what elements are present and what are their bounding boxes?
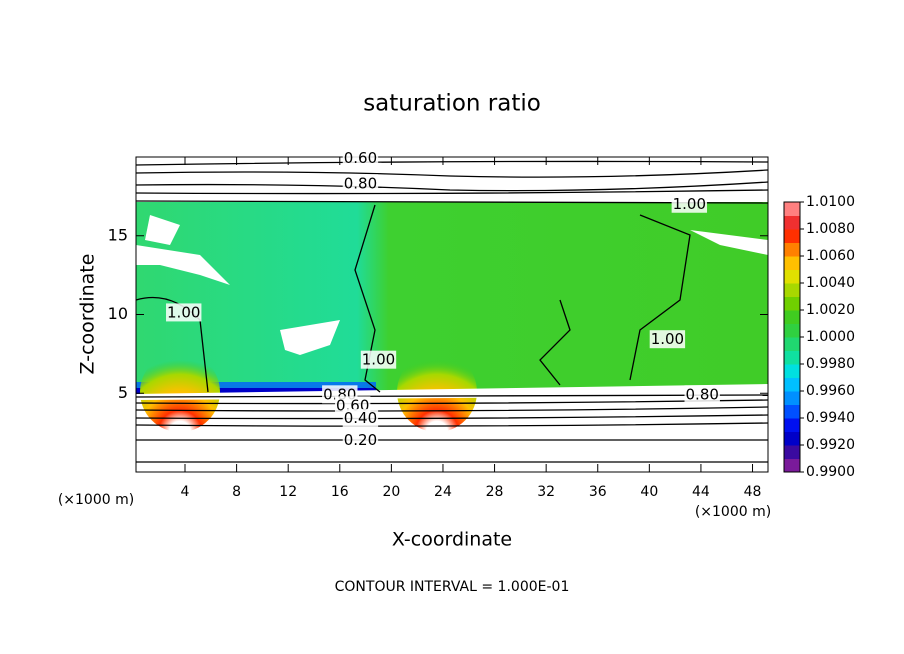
colorbar-band	[784, 337, 800, 351]
contour-label-bg	[342, 408, 379, 427]
colorbar-band	[784, 350, 800, 365]
colorbar-band	[784, 229, 800, 243]
colorbar-tick-label: 0.9920	[806, 437, 855, 453]
colorbar-band	[784, 323, 800, 338]
contour-label: 1.00	[362, 351, 395, 369]
colorbar-band	[784, 458, 800, 473]
contour-label: 0.40	[344, 409, 377, 427]
contour-label-bg	[342, 149, 379, 168]
x-tick-label: 8	[232, 484, 241, 500]
x-tick-label: 40	[640, 484, 658, 500]
y-tick-label: 10	[108, 304, 128, 323]
contour-label-bg	[342, 431, 379, 449]
contour-label: 1.00	[673, 195, 706, 213]
colorbar-band	[784, 202, 800, 216]
contour-label-bg	[684, 385, 720, 404]
contour-label: 1.00	[167, 303, 200, 321]
x-tick-label: 36	[589, 484, 607, 500]
colorbar-tick-label: 0.9900	[806, 464, 855, 480]
x-tick-label: 48	[744, 484, 762, 500]
contour-label: 0.80	[344, 174, 377, 192]
contour-label-bg	[671, 194, 708, 213]
x-tick-label: 16	[331, 484, 349, 500]
contour-label-bg	[649, 330, 686, 349]
x-tick-label: 24	[434, 484, 452, 500]
contour-label: 0.80	[686, 385, 719, 403]
colorbar-tick-label: 1.0080	[806, 221, 855, 237]
x-tick-label: 12	[279, 484, 297, 500]
contour-label: 0.20	[344, 431, 377, 449]
y-tick-label: 5	[118, 383, 128, 402]
x-unit: (×1000 m)	[695, 504, 771, 520]
colorbar-band	[784, 404, 800, 419]
colorbar-band	[784, 364, 800, 378]
colorbar-band	[784, 283, 800, 297]
colorbar-band	[784, 242, 800, 257]
y-unit: (×1000 m)	[58, 492, 134, 508]
x-tick-label: 28	[486, 484, 504, 500]
colorbar-tick-label: 0.9980	[806, 356, 855, 372]
colorbar-tick-label: 1.0000	[806, 329, 855, 345]
contour-label-bg	[360, 350, 397, 369]
colorbar-tick-label: 1.0040	[806, 275, 855, 291]
colorbar-band	[784, 418, 800, 432]
y-tick-label: 15	[108, 225, 128, 244]
chart-title: saturation ratio	[363, 91, 541, 117]
x-tick-label: 44	[692, 484, 710, 500]
colorbar-band	[784, 445, 800, 459]
contour-label-bg	[342, 174, 379, 193]
field	[135, 157, 769, 472]
colorbar-band	[784, 377, 800, 392]
x-tick-label: 4	[181, 484, 190, 500]
colorbar-band	[784, 256, 800, 270]
footnote: CONTOUR INTERVAL = 1.000E-01	[335, 579, 570, 595]
colorbar-tick-label: 0.9940	[806, 410, 855, 426]
colorbar-tick-label: 1.0020	[806, 302, 855, 318]
colorbar-band	[784, 391, 800, 405]
x-tick-label: 20	[382, 484, 400, 500]
y-axis-label: Z-coordinate	[77, 254, 99, 375]
colorbar-tick-label: 1.0060	[806, 248, 855, 264]
colorbar-tick-label: 1.0100	[806, 194, 855, 210]
x-axis-label: X-coordinate	[392, 529, 512, 551]
colorbar-band	[784, 431, 800, 446]
contour-label: 0.60	[344, 149, 377, 167]
colorbar-band	[784, 215, 800, 230]
colorbar-tick-label: 0.9960	[806, 383, 855, 399]
contour-label-bg	[166, 303, 202, 322]
colorbar-band	[784, 310, 800, 324]
colorbar-band	[784, 296, 800, 311]
colorbar-band	[784, 269, 800, 284]
contour-label: 1.00	[651, 330, 684, 348]
x-tick-label: 32	[537, 484, 555, 500]
